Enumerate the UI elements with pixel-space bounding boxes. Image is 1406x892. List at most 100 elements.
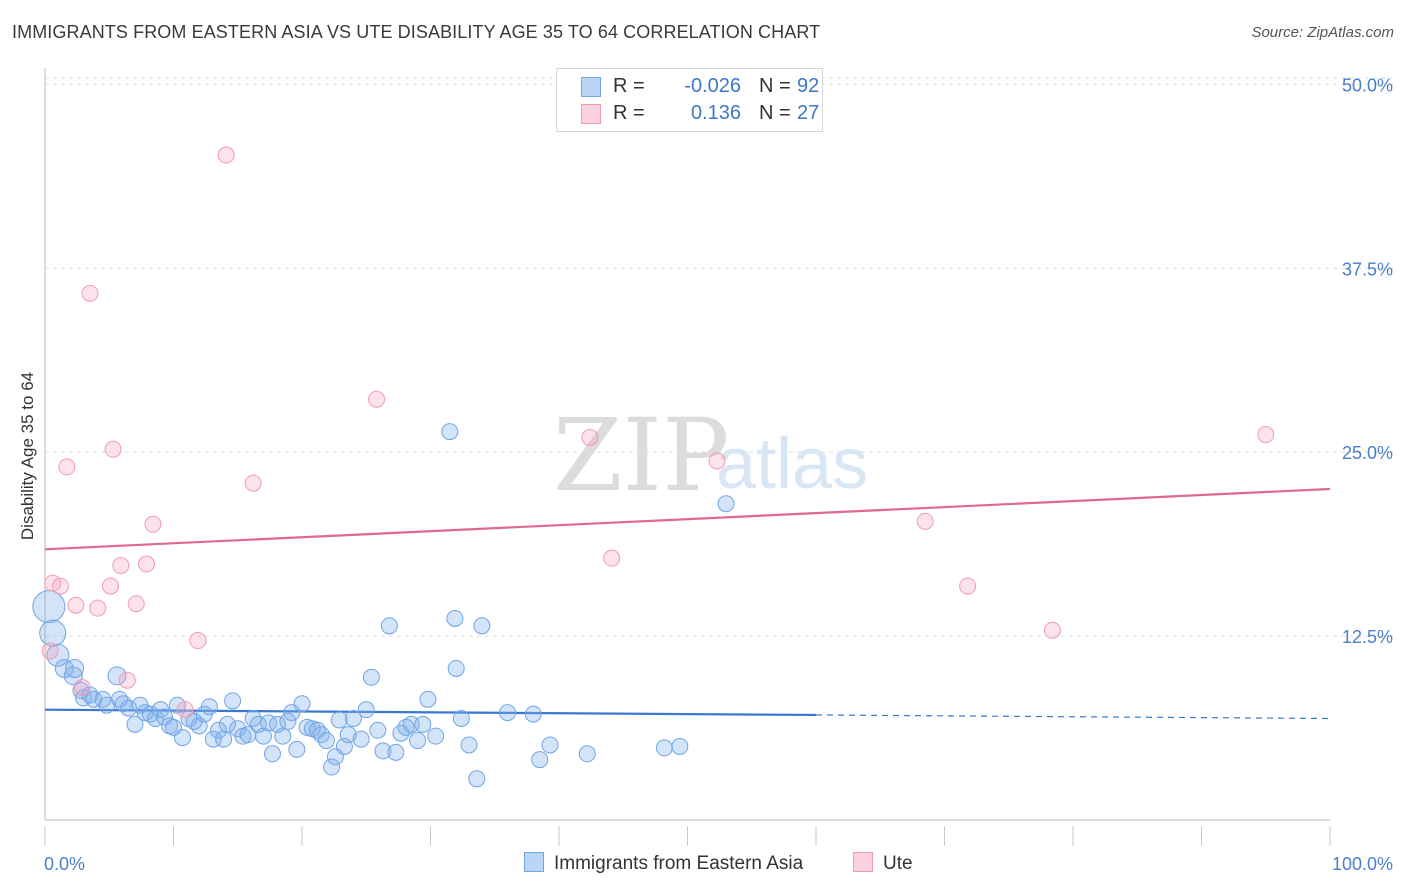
y-tick-label: 50.0%: [1342, 75, 1393, 95]
data-point-ute: [104, 440, 122, 458]
data-point-eastern-asia: [473, 617, 491, 635]
data-point-eastern-asia: [409, 732, 427, 750]
data-point-eastern-asia: [46, 643, 70, 667]
data-point-eastern-asia: [499, 704, 517, 722]
trend-line-eastern-asia: [44, 708, 817, 717]
data-point-eastern-asia: [402, 715, 420, 733]
x-tick-label: 0.0%: [44, 854, 85, 874]
data-point-eastern-asia: [323, 758, 341, 776]
data-point-eastern-asia: [339, 726, 357, 744]
data-point-eastern-asia: [126, 715, 144, 733]
data-point-eastern-asia: [441, 423, 459, 441]
data-point-ute: [102, 577, 120, 595]
legend-swatch-pink: [581, 104, 601, 124]
legend-r-label: R =: [613, 75, 645, 97]
data-point-eastern-asia: [531, 751, 549, 769]
data-point-eastern-asia: [317, 732, 335, 750]
gridlines: [45, 77, 1393, 637]
data-point-eastern-asia: [380, 617, 398, 635]
data-point-eastern-asia: [330, 711, 348, 729]
data-point-ute: [89, 599, 107, 617]
data-point-eastern-asia: [414, 715, 432, 733]
data-point-eastern-asia: [387, 743, 405, 761]
data-point-ute: [41, 642, 59, 660]
data-point-ute: [144, 515, 162, 533]
x-tick-label: 100.0%: [1332, 854, 1393, 874]
legend-item-ute: Ute: [853, 852, 913, 875]
data-point-eastern-asia: [39, 619, 67, 647]
data-point-eastern-asia: [374, 742, 392, 760]
data-point-eastern-asia: [65, 658, 85, 678]
data-point-eastern-asia: [357, 701, 375, 719]
data-point-ute: [67, 596, 85, 614]
data-point-eastern-asia: [173, 729, 191, 747]
data-point-ute: [1043, 621, 1061, 639]
data-point-ute: [138, 555, 156, 573]
y-tick-label: 25.0%: [1342, 443, 1393, 463]
data-point-eastern-asia: [541, 736, 559, 754]
legend-n-label: N =: [759, 75, 791, 97]
source-label: Source: ZipAtlas.com: [1251, 24, 1394, 41]
y-tick-label: 37.5%: [1342, 259, 1393, 279]
data-point-eastern-asia: [279, 712, 297, 730]
data-point-eastern-asia: [32, 590, 66, 624]
data-point-eastern-asia: [446, 609, 464, 627]
data-point-ute: [73, 679, 91, 697]
data-point-ute: [916, 512, 934, 530]
legend-n-value: 92: [797, 75, 820, 97]
data-point-eastern-asia: [671, 737, 689, 755]
data-point-eastern-asia: [293, 695, 311, 713]
data-point-ute: [58, 458, 76, 476]
data-point-eastern-asia: [215, 730, 233, 748]
data-point-eastern-asia: [168, 696, 186, 714]
legend-item-eastern-asia: Immigrants from Eastern Asia: [524, 852, 803, 875]
data-point-eastern-asia: [655, 739, 673, 757]
data-point-ute: [708, 452, 726, 470]
data-point-eastern-asia: [419, 690, 437, 708]
data-point-eastern-asia: [218, 715, 236, 733]
correlation-legend: R = -0.026 N = 92 R = 0.136 N = 27: [556, 68, 823, 132]
data-point-ute: [176, 701, 194, 719]
data-point-eastern-asia: [254, 727, 272, 745]
data-point-eastern-asia: [717, 495, 735, 513]
legend-r-value: -0.026: [684, 75, 741, 97]
data-point-ute: [1257, 426, 1275, 444]
y-axis-title: Disability Age 35 to 64: [18, 372, 37, 540]
data-point-eastern-asia: [447, 659, 465, 677]
data-point-ute: [217, 146, 235, 164]
data-point-eastern-asia: [288, 740, 306, 758]
data-point-eastern-asia: [460, 736, 478, 754]
legend-r-value: 0.136: [690, 102, 741, 124]
data-point-eastern-asia: [397, 718, 415, 736]
y-tick-label: 12.5%: [1342, 627, 1393, 647]
legend-label: Ute: [883, 853, 913, 874]
chart-title: IMMIGRANTS FROM EASTERN ASIA VS UTE DISA…: [12, 22, 821, 42]
data-point-eastern-asia: [468, 770, 486, 788]
legend-r-label: R =: [613, 102, 645, 124]
data-point-ute: [118, 671, 136, 689]
data-point-ute: [81, 284, 99, 302]
data-point-eastern-asia: [344, 709, 362, 727]
data-point-eastern-asia: [147, 709, 165, 727]
data-point-ute: [51, 577, 69, 595]
trend-line-ute: [44, 487, 1331, 551]
watermark-zip: ZIP: [553, 397, 729, 514]
data-point-ute: [127, 595, 145, 613]
axes: [44, 68, 1331, 846]
data-point-eastern-asia: [107, 666, 127, 686]
legend-label: Immigrants from Eastern Asia: [554, 853, 804, 874]
data-point-eastern-asia: [63, 666, 83, 686]
data-point-eastern-asia: [362, 668, 380, 686]
legend-n-label: N =: [759, 102, 791, 124]
data-point-eastern-asia: [274, 727, 292, 745]
legend-n-value: 27: [797, 102, 820, 124]
data-point-eastern-asia: [352, 730, 370, 748]
data-point-eastern-asia: [224, 692, 242, 710]
tick-labels: 12.5% 25.0% 37.5% 50.0% 0.0% 100.0% Disability…: [18, 75, 1393, 874]
data-point-ute: [959, 577, 977, 595]
data-point-eastern-asia: [200, 698, 218, 716]
data-point-eastern-asia: [427, 727, 445, 745]
legend-swatch-blue: [524, 852, 544, 872]
data-point-ute: [368, 390, 386, 408]
